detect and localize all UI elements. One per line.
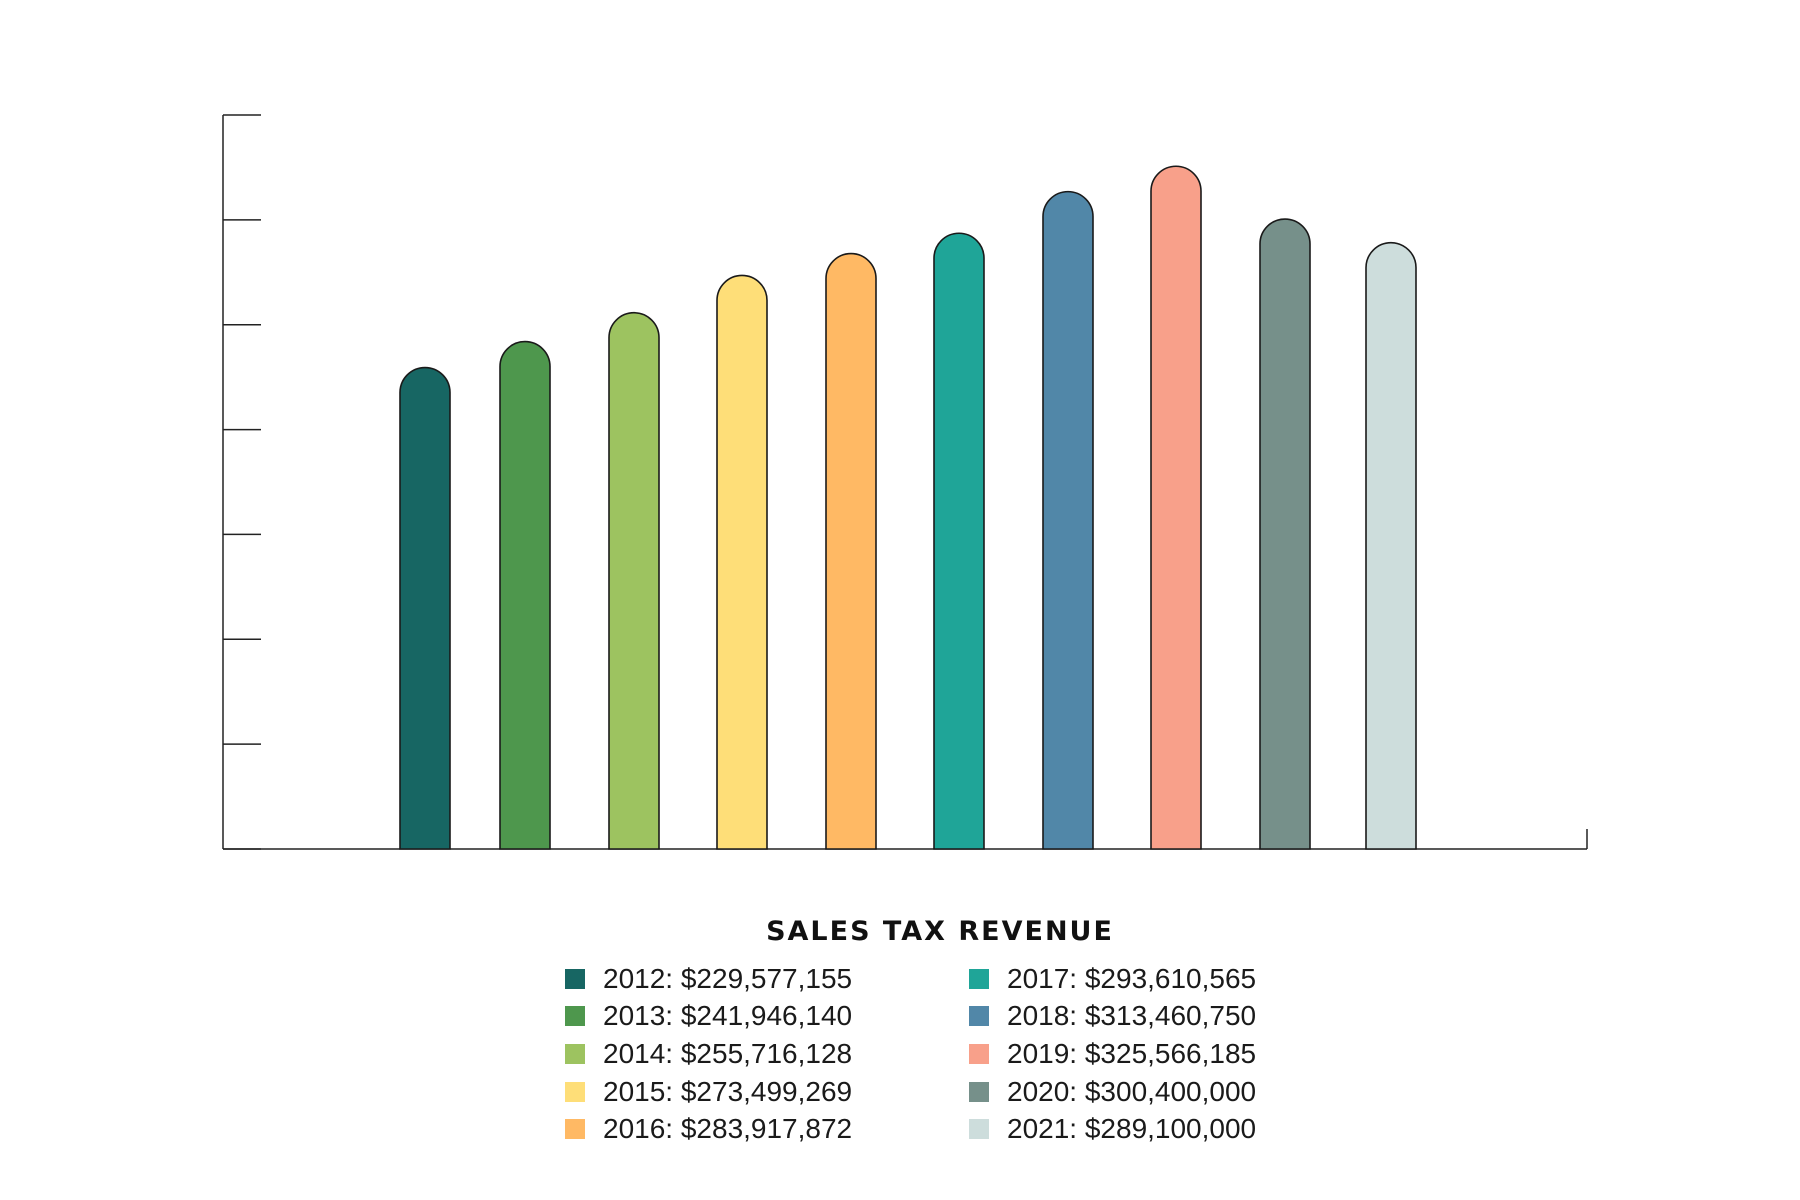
legend-item-2013: 2013: $241,946,140 (565, 998, 969, 1036)
legend-swatch (565, 1006, 585, 1027)
legend-item-2015: 2015: $273,499,269 (565, 1073, 969, 1111)
legend-item-2016: 2016: $283,917,872 (565, 1110, 969, 1148)
legend-item-2014: 2014: $255,716,128 (565, 1035, 969, 1073)
legend-label: 2019: $325,566,185 (1007, 1037, 1257, 1069)
bar-2014 (608, 312, 660, 850)
legend-label: 2018: $313,460,750 (1007, 1000, 1257, 1032)
legend-label: 2016: $283,917,872 (603, 1113, 853, 1145)
legend-label: 2021: $289,100,000 (1007, 1113, 1257, 1145)
bar-2013 (499, 340, 551, 850)
legend-label: 2014: $255,716,128 (603, 1037, 853, 1069)
legend-item-2020: 2020: $300,400,000 (969, 1073, 1329, 1111)
legend-swatch (565, 1119, 585, 1140)
legend-item-2017: 2017: $293,610,565 (969, 960, 1329, 998)
bar-2017 (933, 232, 985, 850)
legend-swatch (969, 968, 989, 989)
legend-swatch (969, 1006, 989, 1027)
bar-2020 (1259, 218, 1311, 850)
bar-2018 (1042, 190, 1094, 850)
legend-label: 2013: $241,946,140 (603, 1000, 853, 1032)
legend-label: 2015: $273,499,269 (603, 1075, 853, 1107)
legend-item-2012: 2012: $229,577,155 (565, 960, 969, 998)
chart-bars (399, 165, 1417, 850)
chart-title: SALES TAX REVENUE (766, 916, 1114, 947)
legend-swatch (969, 1119, 989, 1140)
legend-item-2019: 2019: $325,566,185 (969, 1035, 1329, 1073)
legend-item-2021: 2021: $289,100,000 (969, 1110, 1329, 1148)
bar-2016 (825, 252, 877, 850)
bar-2015 (716, 274, 768, 850)
chart-legend: 2012: $229,577,155 2013: $241,946,140 2014… (565, 960, 1329, 1148)
legend-label: 2012: $229,577,155 (603, 962, 853, 994)
bar-2019 (1150, 165, 1202, 850)
legend-item-2018: 2018: $313,460,750 (969, 998, 1329, 1036)
legend-swatch (969, 1043, 989, 1064)
legend-swatch (565, 968, 585, 989)
legend-swatch (565, 1081, 585, 1102)
legend-label: 2017: $293,610,565 (1007, 962, 1257, 994)
bar-2021 (1365, 242, 1417, 850)
legend-label: 2020: $300,400,000 (1007, 1075, 1257, 1107)
legend-swatch (565, 1043, 585, 1064)
legend-swatch (969, 1081, 989, 1102)
bar-2012 (399, 366, 451, 850)
